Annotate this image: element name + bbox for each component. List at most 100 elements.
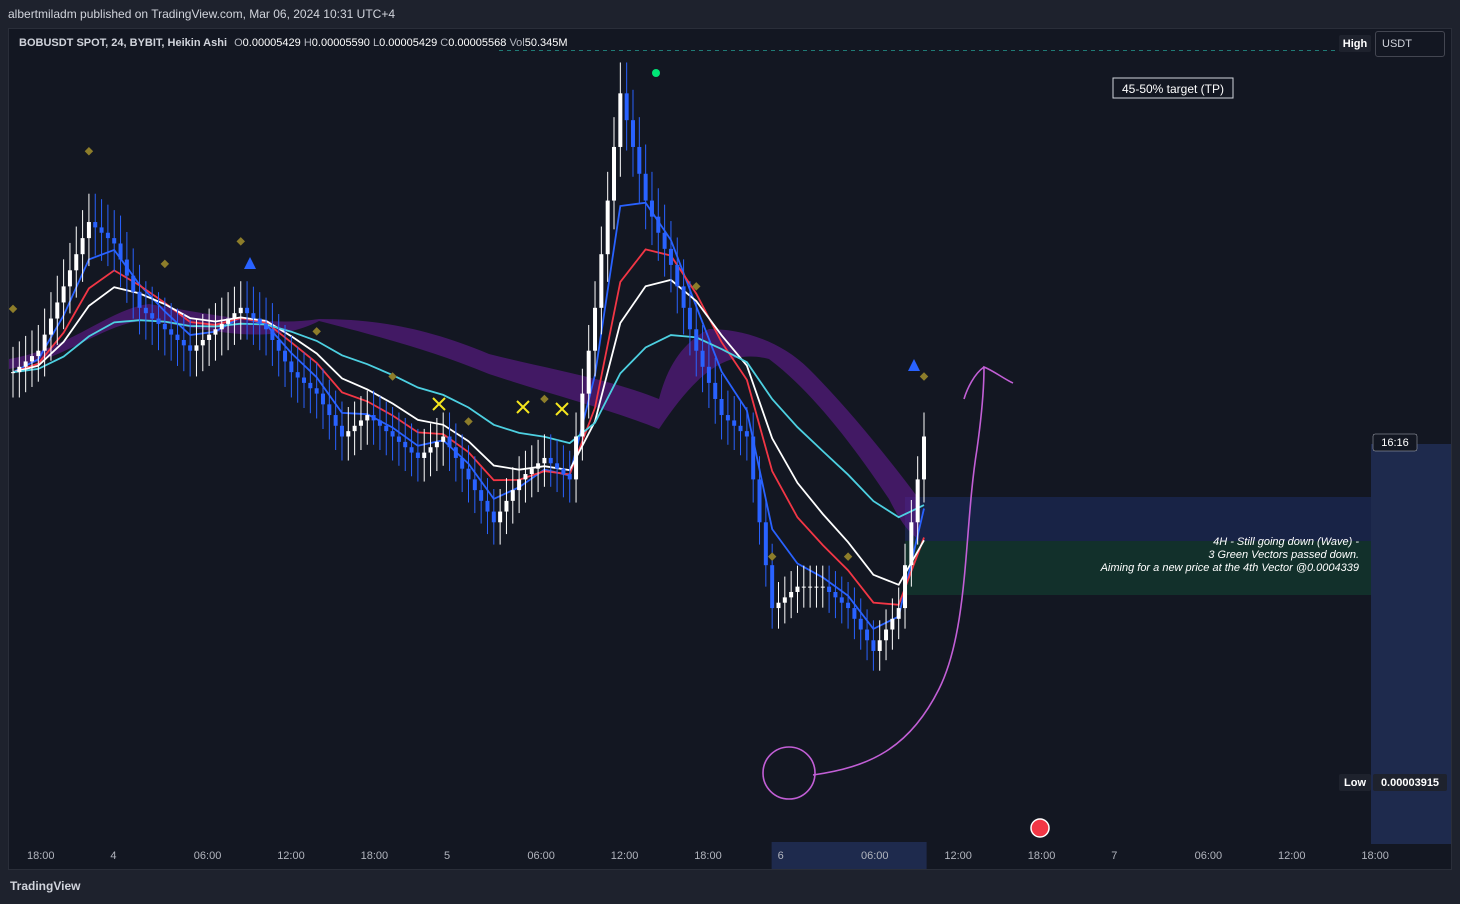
candle-body: [820, 586, 825, 588]
candle-body: [403, 441, 408, 448]
candle-body: [668, 248, 673, 265]
candle-body: [67, 270, 72, 287]
candle-body: [466, 468, 471, 480]
candle-body: [194, 345, 199, 351]
diamond-marker: [160, 259, 170, 269]
candle-body: [770, 565, 775, 609]
tp-annotation: 45-50% target (TP): [1122, 82, 1224, 96]
candle-body: [612, 146, 617, 201]
candle-body: [827, 586, 832, 592]
candle-body: [80, 238, 85, 255]
volume-value: 50.345M: [524, 37, 568, 49]
low-value: 0.00005429: [379, 37, 438, 49]
candle-body: [371, 415, 376, 421]
published-by-line: albertmiladm published on TradingView.co…: [8, 7, 395, 21]
open-value: 0.00005429: [242, 37, 301, 49]
chart-area[interactable]: BOBUSDT SPOT, 24, BYBIT, Heikin Ashi O0.…: [8, 28, 1452, 870]
triangle-up-marker: [908, 359, 920, 371]
high-value: 0.00005590: [311, 37, 370, 49]
candle-body: [485, 500, 490, 512]
triangle-up-marker: [244, 257, 256, 269]
candle-body: [504, 500, 509, 512]
candle-body: [396, 436, 401, 442]
candle-body: [415, 452, 420, 458]
time-axis: 18:00 4 06:00 12:00 18:00 5 06:00 12:00 18:00 6 06…: [27, 842, 1389, 869]
footer: TradingView: [0, 872, 1460, 904]
candle-body: [308, 382, 313, 389]
x-tick-label: 06:00: [861, 850, 889, 862]
candle-body: [339, 425, 344, 437]
candle-body: [333, 415, 338, 426]
candle-body: [605, 200, 610, 255]
candle-body: [649, 200, 654, 217]
candle-body: [574, 436, 579, 480]
countdown-badge: 16:16: [1381, 437, 1409, 449]
candle-body: [846, 602, 851, 609]
candle-body: [175, 334, 180, 340]
candle-body: [529, 468, 534, 475]
candle-body: [656, 216, 661, 233]
signal-markers: [9, 69, 929, 561]
candle-body: [384, 425, 389, 432]
candle-body: [352, 425, 357, 432]
candle-body: [580, 393, 585, 437]
candle-body: [896, 608, 901, 619]
low-label: L: [372, 37, 380, 49]
candle-body: [852, 608, 857, 619]
candle-body: [789, 591, 794, 598]
low-pill-bg: [1339, 774, 1371, 791]
drawn-arrow: [812, 365, 1014, 776]
us-flag-icon[interactable]: [1030, 818, 1050, 838]
candle-body: [687, 307, 692, 330]
candle-body: [858, 618, 863, 630]
candle-body: [542, 457, 547, 464]
candle-body: [447, 436, 452, 448]
wave-annotation-2: 3 Green Vectors passed down.: [1208, 549, 1359, 561]
candle-body: [555, 463, 560, 469]
candle-body: [188, 345, 193, 351]
green-zone: [905, 541, 1371, 595]
candle-body: [675, 264, 680, 287]
x-tick-label: 7: [1111, 850, 1117, 862]
x-tick-label: 06:00: [194, 850, 222, 862]
candle-body: [694, 329, 699, 351]
candle-body: [213, 329, 218, 335]
candle-body: [782, 597, 787, 603]
ema-line: [12, 248, 925, 606]
candle-body: [124, 259, 129, 276]
x-tick-label: 18:00: [27, 850, 55, 862]
tp-annotation-box: [1112, 77, 1234, 99]
candle-body: [390, 431, 395, 437]
x-tick-label: 18:00: [1028, 850, 1056, 862]
x-tick-label: 06:00: [527, 850, 555, 862]
candle-body: [681, 286, 686, 308]
candle-body: [61, 286, 66, 303]
currency-selector[interactable]: USDT: [1375, 31, 1445, 57]
candle-body: [618, 93, 623, 147]
x-tick-label: 12:00: [611, 850, 639, 862]
low-pill: Low: [1344, 777, 1366, 789]
candles: [11, 62, 926, 671]
wave-annotation-3: Aiming for a new price at the 4th Vector…: [1100, 562, 1359, 574]
candle-body: [74, 254, 79, 271]
candle-body: [245, 307, 250, 314]
candle-body: [137, 291, 142, 308]
candle-body: [453, 447, 458, 458]
candle-body: [725, 415, 730, 421]
tradingview-logo[interactable]: TradingView: [10, 879, 81, 893]
candle-body: [302, 377, 307, 383]
candle-body: [377, 420, 382, 426]
candle-body: [169, 329, 174, 335]
candle-body: [11, 372, 15, 374]
candle-body: [713, 382, 718, 399]
candle-body: [884, 629, 889, 641]
horizontal-levels: 0.00006122TARGET at 45%0.000049150.00004…: [499, 49, 1371, 51]
candle-body: [744, 431, 749, 437]
diamond-marker: [388, 372, 397, 381]
candle-body: [226, 318, 231, 324]
symbol-legend: BOBUSDT SPOT, 24, BYBIT, Heikin Ashi O0.…: [19, 37, 568, 49]
candle-body: [409, 447, 414, 453]
x-tick-label: 12:00: [1278, 850, 1306, 862]
x-tick-label: 12:00: [277, 850, 305, 862]
x-tick-highlight: [771, 842, 927, 869]
